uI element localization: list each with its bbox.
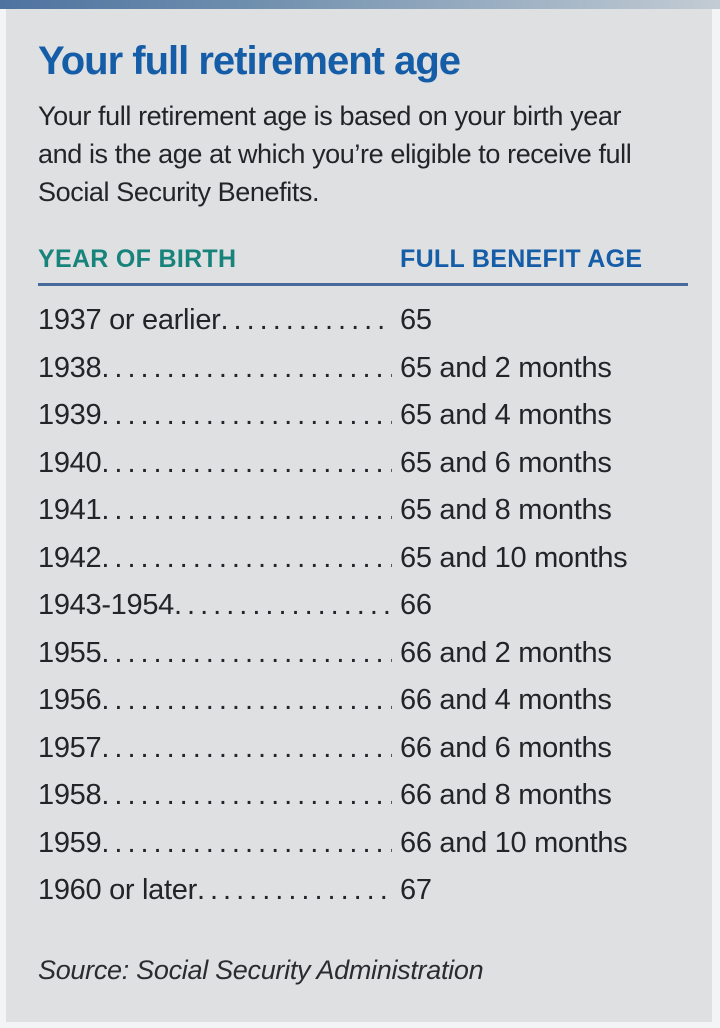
year-cell: 1958 — [38, 772, 400, 820]
subtitle-line: Your full retirement age is based on you… — [38, 101, 622, 131]
dot-leader — [174, 582, 392, 630]
table-row: 1939 65 and 4 months — [38, 392, 694, 440]
table-row: 1959 66 and 10 months — [38, 820, 694, 868]
infographic-panel: Your full retirement age Your full retir… — [6, 9, 712, 1022]
year-cell: 1956 — [38, 677, 400, 725]
table-row: 1960 or later 67 — [38, 867, 694, 915]
row-year: 1941 — [38, 494, 102, 526]
dot-leader — [221, 297, 393, 345]
subtitle-line: and is the age at which you’re eligible … — [38, 139, 632, 169]
dot-leader — [101, 535, 392, 583]
table-row: 1958 66 and 8 months — [38, 772, 694, 820]
top-accent-bar — [0, 0, 720, 9]
table-row: 1941 65 and 8 months — [38, 487, 694, 535]
row-age: 65 — [400, 304, 432, 336]
row-age: 65 and 6 months — [400, 446, 612, 479]
row-age: 65 and 2 months — [400, 351, 612, 384]
row-year: 1942 — [38, 541, 102, 574]
row-year: 1938 — [38, 351, 102, 384]
page-title: Your full retirement age — [38, 39, 461, 83]
row-age: 66 and 6 months — [400, 731, 612, 764]
row-age: 67 — [400, 874, 432, 906]
year-cell: 1942 — [38, 535, 400, 583]
row-year: 1937 or earlier — [38, 304, 221, 336]
dot-leader — [101, 345, 392, 393]
dot-leader — [101, 392, 392, 440]
row-year: 1940 — [38, 446, 102, 479]
year-cell: 1955 — [38, 630, 400, 678]
dot-leader — [101, 440, 392, 488]
row-year: 1959 — [38, 826, 102, 859]
table-body: 1937 or earlier 65 1938 65 and 2 months … — [38, 297, 694, 915]
column-header-year-of-birth: YEAR OF BIRTH — [38, 245, 237, 273]
year-cell: 1937 or earlier — [38, 297, 400, 345]
column-header-full-benefit-age: FULL BENEFIT AGE — [400, 245, 643, 273]
table-row: 1955 66 and 2 months — [38, 630, 694, 678]
year-cell: 1941 — [38, 487, 400, 535]
year-cell: 1959 — [38, 820, 400, 868]
row-year: 1943-1954 — [38, 589, 174, 621]
table-row: 1942 65 and 10 months — [38, 535, 694, 583]
dot-leader — [197, 867, 392, 915]
row-year: 1957 — [38, 731, 102, 764]
table-row: 1940 65 and 6 months — [38, 440, 694, 488]
row-age: 66 and 2 months — [400, 636, 612, 669]
subtitle-line: Social Security Benefits. — [38, 177, 320, 207]
year-cell: 1960 or later — [38, 867, 400, 915]
dot-leader — [101, 630, 392, 678]
table-row: 1957 66 and 6 months — [38, 725, 694, 773]
row-age: 66 and 10 months — [400, 826, 628, 859]
year-cell: 1940 — [38, 440, 400, 488]
table-header: YEAR OF BIRTH FULL BENEFIT AGE — [38, 245, 694, 274]
year-cell: 1943-1954 — [38, 582, 400, 630]
dot-leader — [101, 487, 392, 535]
row-year: 1939 — [38, 399, 102, 431]
dot-leader — [101, 820, 392, 868]
table-row: 1943-1954 66 — [38, 582, 694, 630]
header-divider-rule — [38, 283, 688, 286]
year-cell: 1939 — [38, 392, 400, 440]
year-cell: 1957 — [38, 725, 400, 773]
row-age: 66 and 4 months — [400, 684, 612, 716]
dot-leader — [101, 725, 392, 773]
row-year: 1958 — [38, 779, 102, 811]
row-year: 1956 — [38, 684, 102, 716]
year-cell: 1938 — [38, 345, 400, 393]
row-age: 65 and 4 months — [400, 399, 612, 431]
table-row: 1938 65 and 2 months — [38, 345, 694, 393]
row-age: 65 and 8 months — [400, 494, 612, 526]
page-subtitle: Your full retirement age is based on you… — [38, 97, 694, 211]
row-age: 66 and 8 months — [400, 779, 612, 811]
dot-leader — [101, 772, 392, 820]
source-attribution: Source: Social Security Administration — [38, 954, 484, 985]
row-age: 66 — [400, 589, 432, 621]
row-age: 65 and 10 months — [400, 541, 628, 574]
dot-leader — [101, 677, 392, 725]
table-row: 1956 66 and 4 months — [38, 677, 694, 725]
table-row: 1937 or earlier 65 — [38, 297, 694, 345]
row-year: 1960 or later — [38, 874, 197, 906]
row-year: 1955 — [38, 636, 102, 669]
